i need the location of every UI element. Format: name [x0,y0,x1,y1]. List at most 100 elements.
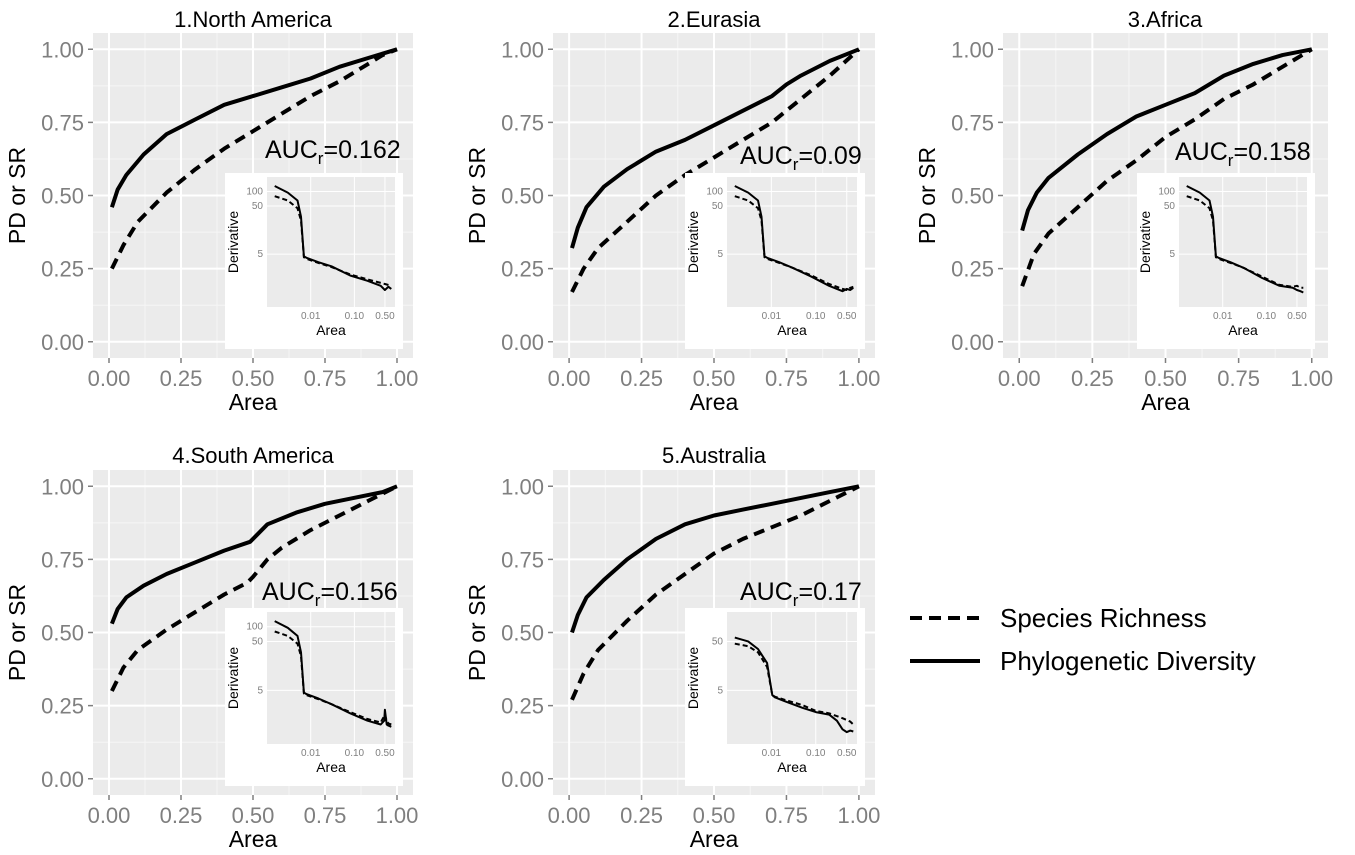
panel-2: 0.000.00 0.25 0.25 0.50 0.50 0.75 0.75 1.00 1.00… [464,7,880,415]
inset-y-tick-label: 5 [717,249,723,260]
y-tick-label: 1.00 [501,474,544,499]
y-axis-label: PD or SR [914,147,940,244]
inset-y-tick-label: 5 [257,249,263,260]
x-tick-label: 0.25 [620,366,663,391]
x-tick-label: 0.50 [1144,366,1187,391]
x-tick-label: 0.00 [88,366,131,391]
y-tick-label: 0.00 [41,330,84,355]
y-tick-label: 0.75 [501,110,544,135]
legend: Species Richness Phylogenetic Diversity [910,603,1256,676]
series-phylogenetic-diversity-line [109,47,398,208]
inset-series-phylogenetic-diversity-line [1186,185,1304,294]
x-tick-label: 0.75 [304,366,347,391]
inset: 0.01 0.10 0.50 100 50 5 Area Derivative [225,608,403,786]
y-tick-label: 0.75 [501,547,544,572]
inset-x-tick-label: 0.50 [837,748,857,759]
y-tick-label: 0.00 [951,330,994,355]
y-tick-label: 0.75 [41,110,84,135]
inset-x-axis-label: Area [316,322,346,338]
y-tick-label: 0.00 [41,767,84,792]
x-tick-label: 0.75 [765,803,808,828]
y-tick-label: 0.50 [501,621,544,646]
x-tick-label: 0.25 [160,803,203,828]
x-tick-label: 0.00 [88,803,131,828]
inset-series-phylogenetic-diversity-line [274,620,392,728]
x-tick-label: 0.25 [620,803,663,828]
panel-5: 0.000.00 0.25 0.25 0.50 0.50 0.75 0.75 1.00 1.00… [464,443,880,852]
y-axis-label: PD or SR [464,147,490,244]
inset-plot-background [267,177,395,307]
inset-series-phylogenetic-diversity-line [734,185,854,293]
inset-y-tick-label: 50 [252,636,264,647]
panels: 0.000.000.250.250.500.500.750.751.001.00… [4,7,1333,852]
y-tick-label: 0.25 [501,257,544,282]
inset: 0.01 0.10 0.50 100 50 5 Area Derivative [225,173,403,349]
x-tick-label: 1.00 [376,366,419,391]
y-tick-label: 0.25 [501,694,544,719]
inset-plot-background [727,612,857,744]
y-tick-label: 0.25 [41,257,84,282]
inset-x-tick-label: 0.01 [762,748,782,759]
auc-annotation: AUCr=0.17 [740,578,862,610]
x-tick-label: 0.25 [1071,366,1114,391]
panel-title: 5.Australia [662,443,767,468]
x-tick-label: 0.50 [693,366,736,391]
inset-series-phylogenetic-diversity-line [734,636,854,734]
inset-x-axis-label: Area [1228,322,1258,338]
series-phylogenetic-diversity-line [570,47,860,249]
y-tick-label: 1.00 [41,474,84,499]
inset-x-tick-label: 0.10 [345,748,365,759]
inset: 0.01 0.10 0.50 100 50 5 Area Derivative [1137,173,1315,349]
panel-3: 0.000.00 0.25 0.25 0.50 0.50 0.75 0.75 1.00 1.00… [914,7,1333,415]
panel-title: 2.Eurasia [668,7,762,32]
x-tick-label: 1.00 [1290,366,1333,391]
inset-y-axis-label: Derivative [685,647,701,709]
series-species-richness-line [570,484,860,701]
series-phylogenetic-diversity-line [110,484,398,625]
inset-series-species-richness-line [734,642,854,726]
inset-y-tick-label: 100 [1158,186,1175,197]
y-tick-label: 1.00 [501,37,544,62]
y-tick-label: 0.25 [951,257,994,282]
x-tick-label: 1.00 [376,803,419,828]
inset-x-tick-label: 0.10 [1257,311,1277,322]
y-tick-label: 0.75 [951,110,994,135]
x-tick-label: 0.75 [304,803,347,828]
series-species-richness-line [110,47,398,270]
y-tick-label: 0.50 [501,184,544,209]
inset-y-tick-label: 5 [717,685,723,696]
y-tick-label: 0.75 [41,547,84,572]
x-tick-label: 0.00 [998,366,1041,391]
y-tick-label: 0.25 [41,694,84,719]
x-tick-label: 0.75 [765,366,808,391]
inset-x-tick-label: 0.01 [1213,311,1233,322]
legend-label-phylogenetic-diversity: Phylogenetic Diversity [1000,646,1256,676]
x-tick-label: 0.00 [548,366,591,391]
y-axis-label: PD or SR [4,584,30,681]
y-axis-label: PD or SR [464,584,490,681]
x-tick-label: 0.00 [548,803,591,828]
series-phylogenetic-diversity-line [570,484,860,634]
x-tick-label: 1.00 [837,366,880,391]
x-axis-label: Area [229,389,278,415]
inset: 0.01 0.10 0.50 100 50 5 Area Derivative [685,173,865,349]
x-tick-label: 0.50 [232,803,275,828]
x-tick-label: 0.25 [160,366,203,391]
panel-title: 1.North America [174,7,332,32]
inset-x-tick-label: 0.10 [806,748,826,759]
inset-x-tick-label: 0.10 [345,311,365,322]
inset-y-axis-label: Derivative [685,211,701,273]
x-axis-label: Area [690,826,739,852]
auc-annotation: AUCr=0.158 [1175,138,1311,170]
x-axis-label: Area [1141,389,1190,415]
inset-y-tick-label: 50 [1164,201,1176,212]
inset-y-axis-label: Derivative [1137,211,1153,273]
inset-y-axis-label: Derivative [225,211,241,273]
x-tick-label: 0.75 [1217,366,1260,391]
inset-series-phylogenetic-diversity-line [274,185,392,291]
y-tick-label: 0.50 [41,621,84,646]
inset-y-tick-label: 50 [252,201,264,212]
inset-y-tick-label: 5 [1169,249,1175,260]
x-tick-label: 0.50 [232,366,275,391]
